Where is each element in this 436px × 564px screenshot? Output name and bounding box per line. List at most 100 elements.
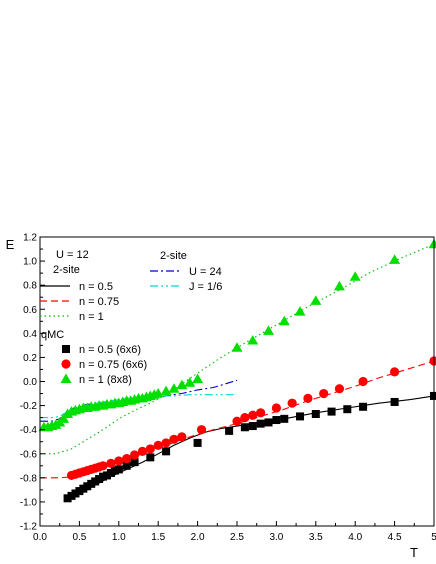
data-point: [145, 444, 155, 454]
series-line-1: [40, 360, 434, 479]
data-point: [294, 306, 306, 316]
legend-group-title: 2-site: [53, 264, 80, 276]
data-point: [130, 458, 139, 467]
legend-entry: n = 1: [79, 311, 104, 323]
data-point: [232, 416, 242, 426]
data-point: [389, 254, 401, 264]
series-line-2: [40, 243, 434, 455]
data-point: [358, 376, 368, 387]
data-point: [169, 434, 179, 444]
data-point: [263, 325, 275, 335]
data-point: [160, 385, 172, 396]
data-point: [152, 388, 164, 398]
data-point: [177, 432, 187, 442]
data-point: [248, 422, 257, 431]
data-point: [196, 425, 207, 435]
legend: U = 12 2-site n = 0.5 n = 0.75 n = 1 qMC n = 0…: [40, 249, 222, 386]
legend-entry: n = 0.75 (6x6): [79, 359, 147, 371]
data-point: [333, 280, 345, 291]
x-tick-label: 1.0: [112, 532, 126, 543]
data-point: [359, 402, 368, 411]
data-point: [193, 438, 202, 447]
data-point: [311, 410, 320, 419]
y-tick-label: 1.2: [23, 233, 37, 244]
data-point: [247, 335, 259, 345]
legend-entry: n = 0.5: [79, 281, 113, 293]
legend-entry: n = 0.5 (6x6): [79, 344, 141, 356]
marker-layer: [38, 238, 436, 503]
x-axis-label: T: [410, 545, 418, 560]
x-tick-label: 4.0: [348, 532, 362, 543]
legend-title: 2-site: [160, 250, 187, 262]
data-point: [129, 450, 140, 460]
y-tick-label: -0.2: [20, 401, 38, 412]
data-point: [271, 403, 281, 413]
data-point: [58, 413, 70, 423]
data-point: [264, 418, 273, 427]
y-tick-label: -1.2: [20, 522, 38, 533]
legend-marker-sample: [61, 359, 71, 369]
data-point: [349, 271, 361, 281]
data-point: [343, 405, 352, 414]
data-point: [248, 410, 258, 420]
y-tick-label: 0.2: [23, 353, 37, 364]
y-tick-label: -1.0: [20, 497, 38, 508]
data-point: [231, 342, 243, 352]
data-point: [137, 446, 148, 456]
legend-marker-sample: [60, 373, 72, 383]
y-tick-label: 0.0: [23, 377, 37, 388]
data-point: [161, 438, 171, 448]
x-tick-label: 3.0: [269, 532, 283, 543]
y-tick-label: 0.6: [23, 305, 37, 316]
y-tick-label: -0.8: [20, 473, 38, 484]
data-point: [303, 393, 313, 403]
data-point: [122, 461, 131, 470]
tick-layer: 0.0 0.5 1.0 1.5 2.0 2.5 3.0 3.5 4.0 4.5 5 -1.2 -1.0 -…: [20, 233, 436, 544]
data-point: [153, 440, 163, 450]
x-tick-label: 1.5: [151, 532, 165, 543]
data-point: [98, 461, 108, 471]
data-point: [240, 413, 250, 423]
x-tick-label: 2.5: [230, 532, 244, 543]
y-tick-label: 0.4: [23, 329, 37, 340]
data-point: [310, 295, 322, 305]
legend-entry: U = 24: [189, 266, 222, 278]
data-point: [319, 388, 329, 399]
x-tick-label: 0.5: [72, 532, 86, 543]
x-tick-label: 0.0: [33, 532, 47, 543]
data-point: [114, 456, 124, 466]
data-point: [240, 423, 249, 432]
x-tick-label: 2.0: [191, 532, 205, 543]
y-tick-label: -0.4: [20, 425, 38, 436]
data-point: [122, 453, 132, 464]
legend-marker-sample: [62, 345, 70, 353]
data-point: [114, 465, 123, 474]
legend-entry: n = 0.75: [79, 296, 119, 308]
x-tick-label: 4.5: [388, 532, 402, 543]
data-point: [278, 315, 290, 326]
data-point: [106, 458, 116, 468]
legend-entry: n = 1 (8x8): [79, 374, 132, 386]
data-point: [327, 407, 336, 416]
data-point: [256, 419, 265, 428]
data-point: [272, 416, 281, 425]
y-tick-label: 0.8: [23, 281, 37, 292]
data-point: [225, 426, 234, 435]
data-point: [390, 367, 400, 377]
data-point: [146, 453, 155, 462]
data-point: [296, 412, 305, 421]
legend-title: U = 12: [56, 249, 89, 261]
data-point: [168, 383, 180, 393]
data-point: [192, 373, 204, 384]
data-point: [287, 398, 297, 408]
x-tick-label: 5: [431, 532, 436, 543]
data-point: [429, 356, 436, 366]
data-point: [390, 397, 399, 406]
data-point: [428, 238, 436, 249]
data-point: [256, 408, 266, 418]
legend-group-title: qMC: [41, 329, 64, 341]
data-point: [184, 377, 196, 387]
data-point: [430, 391, 436, 400]
y-axis-label: E: [6, 237, 15, 252]
y-tick-label: 1.0: [23, 257, 37, 268]
